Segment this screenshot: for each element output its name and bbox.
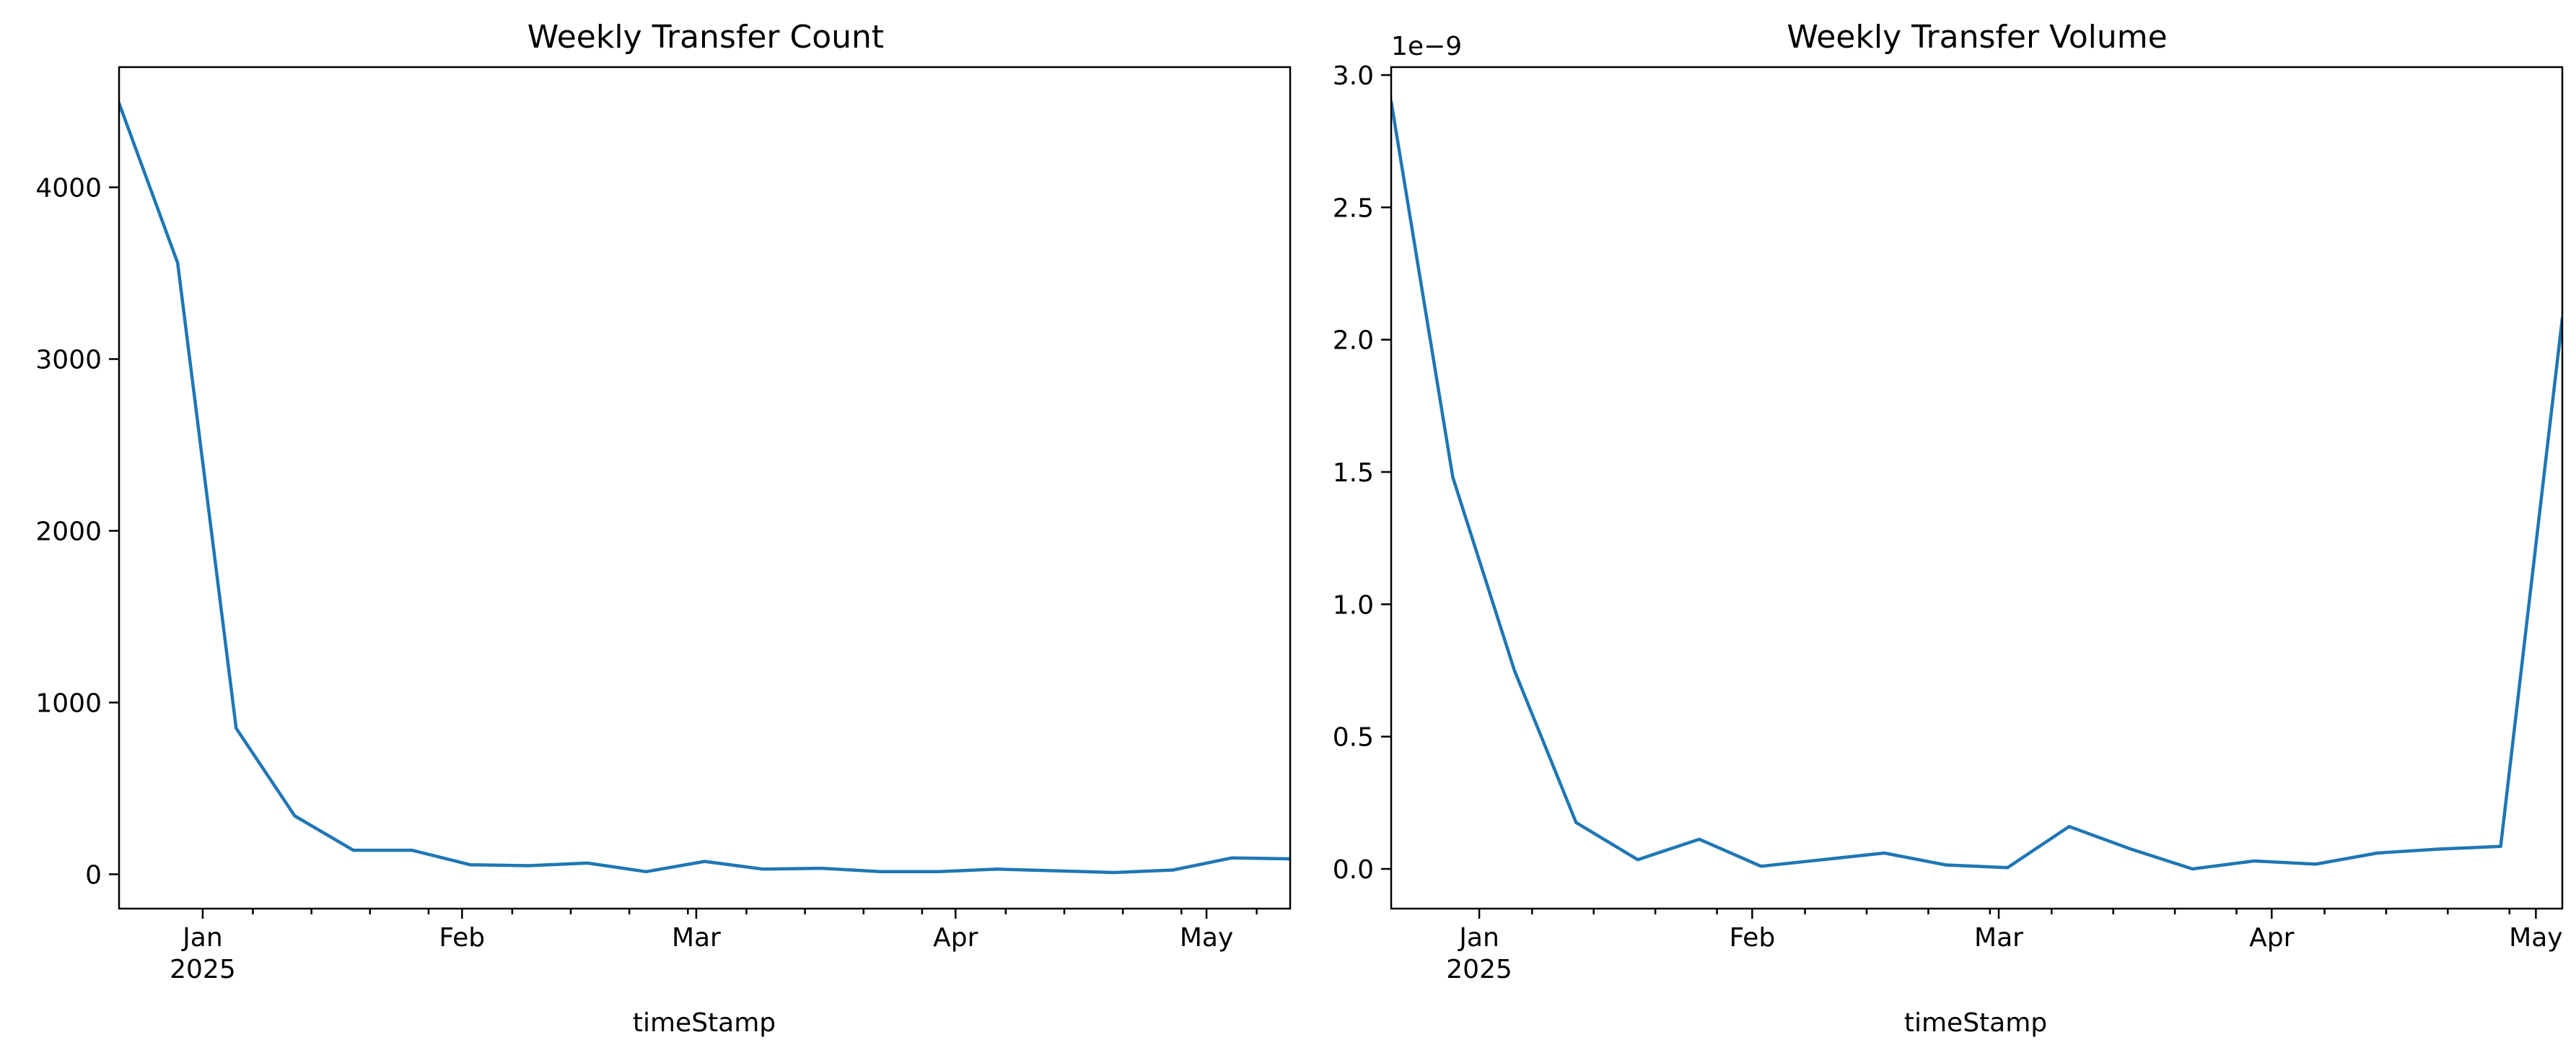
x-tick-label: 2025: [1446, 955, 1512, 984]
x-tick-label: Jan: [1458, 923, 1499, 953]
plot-area-frame: [1390, 66, 2564, 910]
x-axis-label: timeStamp: [1904, 1008, 2047, 1038]
x-tick-label: Apr: [2249, 923, 2294, 953]
series-line: [119, 101, 1290, 875]
x-axis-label: timeStamp: [633, 1008, 776, 1038]
y-tick-label: 1.5: [1333, 458, 1374, 488]
x-tick-label: Mar: [1974, 923, 2023, 953]
chart-title: Weekly Transfer Count: [527, 19, 884, 56]
x-tick-label: Mar: [672, 923, 721, 953]
plot-area-frame: [118, 66, 1292, 910]
chart-title: Weekly Transfer Volume: [1787, 19, 2167, 56]
x-tick-label: Jan: [181, 923, 223, 953]
y-tick-label: 2.0: [1333, 326, 1374, 356]
y-tick-label: 2000: [35, 517, 102, 546]
y-tick-label: 2.5: [1333, 193, 1374, 223]
x-tick-label: Feb: [439, 923, 485, 953]
y-tick-label: 0.5: [1333, 723, 1374, 753]
y-tick-label: 4000: [35, 174, 102, 204]
x-tick-label: May: [2509, 923, 2562, 953]
y-offset-label: 1e−9: [1391, 32, 1462, 61]
y-tick-label: 1.0: [1333, 590, 1374, 620]
y-tick-label: 0: [85, 860, 102, 890]
y-tick-label: 3000: [35, 346, 102, 375]
y-tick-label: 3.0: [1333, 61, 1374, 91]
series-line: [1391, 100, 2562, 871]
chart-weekly-transfer-volume: Weekly Transfer Volume 1e−9 0.0 0.5 1.0 1.5…: [1333, 19, 2564, 1038]
x-tick-label: Feb: [1729, 923, 1775, 953]
y-tick-label: 1000: [35, 688, 102, 718]
x-tick-label: 2025: [170, 955, 236, 984]
y-tick-label: 0.0: [1333, 855, 1374, 885]
chart-weekly-transfer-count: Weekly Transfer Count 0 1000 2000 3000 4000 J…: [35, 19, 1292, 1038]
x-tick-label: Apr: [933, 923, 978, 953]
x-tick-label: May: [1180, 923, 1233, 953]
